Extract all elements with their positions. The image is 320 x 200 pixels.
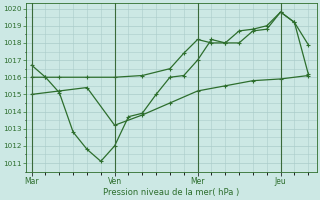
X-axis label: Pression niveau de la mer( hPa ): Pression niveau de la mer( hPa ): [103, 188, 239, 197]
